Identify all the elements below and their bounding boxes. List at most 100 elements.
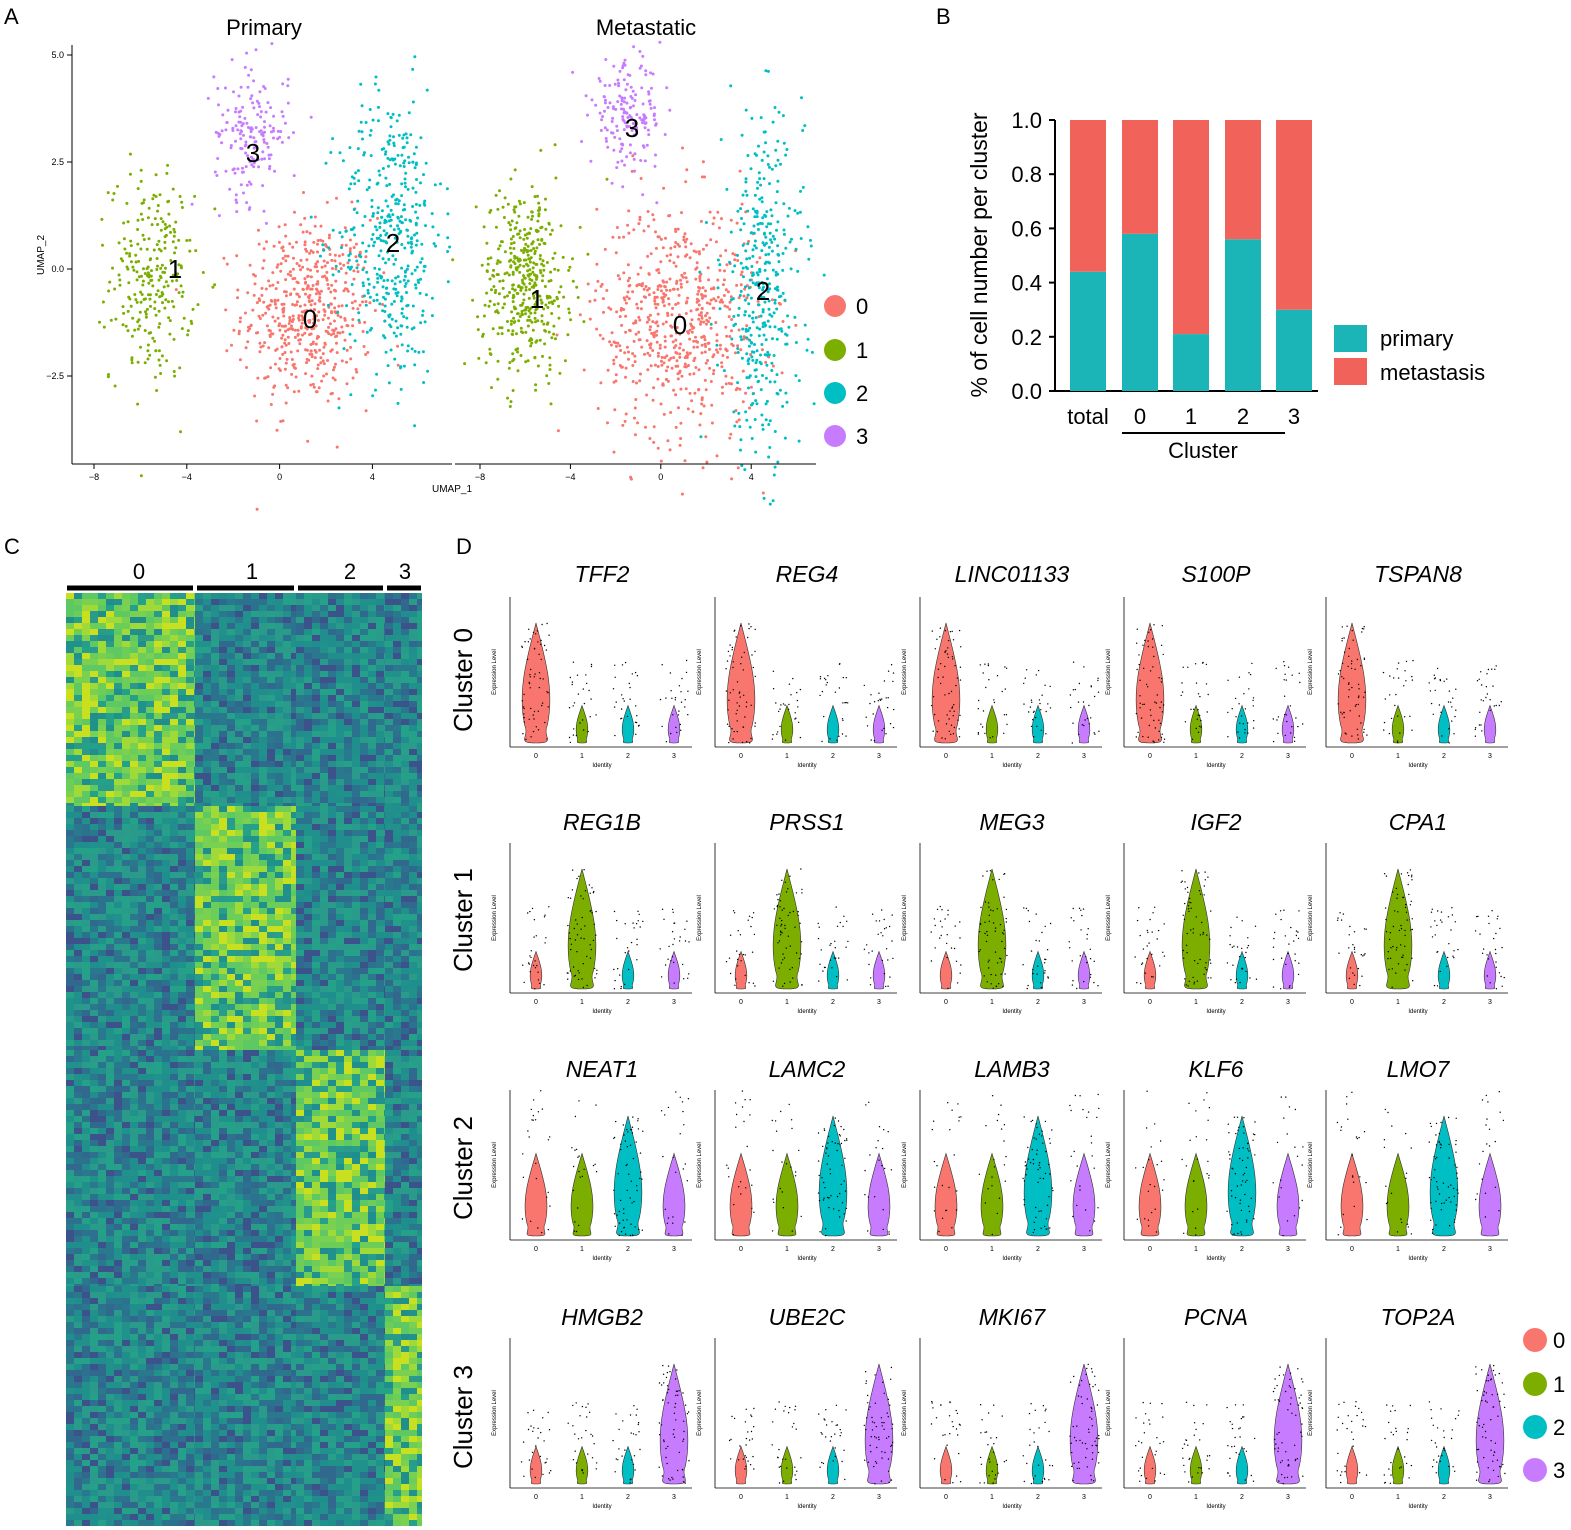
umap-point-cluster-0 [368,218,372,222]
umap-point-cluster-0 [285,357,289,361]
heatmap-cell [194,806,195,812]
umap-point-cluster-0 [261,266,265,270]
umap-point-cluster-1 [118,278,122,282]
heatmap-cell [384,677,385,683]
umap-point-cluster-0 [277,324,281,328]
umap-point-cluster-3 [643,126,647,130]
umap-point-cluster-1 [101,300,105,304]
umap-point-cluster-1 [117,273,121,277]
heatmap-cell [211,737,219,743]
umap-point-cluster-1 [158,193,162,197]
heatmap-cell [170,830,178,836]
heatmap-cell [296,755,304,761]
umap-point-cluster-3 [606,145,610,149]
umap-point-cluster-1 [156,223,160,226]
umap-point-cluster-2 [739,448,742,452]
umap-point-cluster-1 [515,291,519,295]
umap-point-cluster-1 [508,246,512,250]
umap-point-cluster-2 [751,281,755,285]
heatmap-cell [360,806,368,812]
heatmap-cell [267,617,275,623]
umap-point-cluster-2 [361,224,365,227]
umap-point-cluster-2 [732,410,736,414]
heatmap-cell [154,824,162,830]
heatmap-cell [296,599,304,605]
heatmap-cell [409,647,417,653]
umap-point-cluster-0 [730,382,733,386]
umap-point-cluster-3 [653,106,656,110]
heatmap-cell [227,737,235,743]
heatmap-cell [243,659,251,665]
heatmap-cell [90,623,98,629]
heatmap-cell [304,647,312,653]
umap-point-cluster-0 [741,400,745,404]
heatmap-cell [344,707,352,713]
heatmap-cell [360,653,368,659]
heatmap-cell [291,713,296,719]
umap-point-cluster-1 [177,263,181,267]
heatmap-cell [328,683,336,689]
heatmap-cell [283,629,291,635]
heatmap-cell [178,647,186,653]
heatmap-cell [90,743,98,749]
umap-point-cluster-3 [612,107,616,111]
heatmap-cell [352,803,360,806]
umap-point-cluster-3 [239,137,243,141]
heatmap-cell [170,767,178,773]
umap-point-cluster-0 [329,302,333,306]
heatmap-cell [138,653,146,659]
heatmap-cell [211,671,219,677]
heatmap-cell [275,767,283,773]
umap-point-cluster-1 [542,322,546,326]
umap-point-cluster-1 [513,168,517,172]
umap-point-cluster-1 [180,206,184,209]
heatmap-cell [138,623,146,629]
heatmap-cell [393,599,401,605]
umap-point-cluster-0 [323,264,327,268]
umap-point-cluster-0 [309,383,313,387]
heatmap-cell [227,803,235,806]
umap-point-cluster-1 [491,327,495,331]
heatmap-cell [385,659,393,665]
umap-primary-label-0: 0 [303,304,317,334]
heatmap-cell [219,641,227,647]
umap-point-cluster-0 [338,331,342,335]
heatmap-cell [409,761,417,767]
heatmap-cell [304,695,312,701]
umap-point-cluster-0 [686,296,690,300]
umap-point-cluster-0 [638,218,642,222]
heatmap-cell [194,767,195,773]
umap-point-cluster-3 [249,130,253,134]
umap-point-cluster-3 [252,165,256,169]
umap-point-cluster-1 [171,240,175,244]
heatmap-cell [227,647,235,653]
umap-point-cluster-0 [315,282,319,286]
umap-point-cluster-0 [327,325,330,329]
umap-point-cluster-1 [211,285,215,289]
heatmap-cell [227,779,235,785]
heatmap-cell [122,836,130,842]
umap-point-cluster-1 [509,228,513,232]
heatmap-cell [336,707,344,713]
heatmap-cell [401,617,409,623]
umap-point-cluster-0 [674,344,678,348]
umap-point-cluster-3 [643,122,647,125]
umap-point-cluster-2 [740,217,743,220]
heatmap-cell [138,806,146,812]
heatmap-cell [114,701,122,707]
heatmap-cell [328,791,336,797]
heatmap-cell [178,749,186,755]
umap-point-cluster-0 [271,271,275,275]
heatmap-cell [320,605,328,611]
heatmap-cell [360,791,368,797]
umap-point-cluster-0 [334,279,338,283]
umap-point-cluster-2 [754,399,758,403]
heatmap-cell [138,773,146,779]
umap-point-cluster-2 [327,246,331,250]
umap-point-cluster-0 [283,290,286,294]
umap-point-cluster-2 [402,278,406,282]
heatmap-cell [227,806,235,812]
umap-point-cluster-0 [295,300,299,304]
umap-point-cluster-0 [639,300,643,304]
heatmap-cell [401,635,409,641]
